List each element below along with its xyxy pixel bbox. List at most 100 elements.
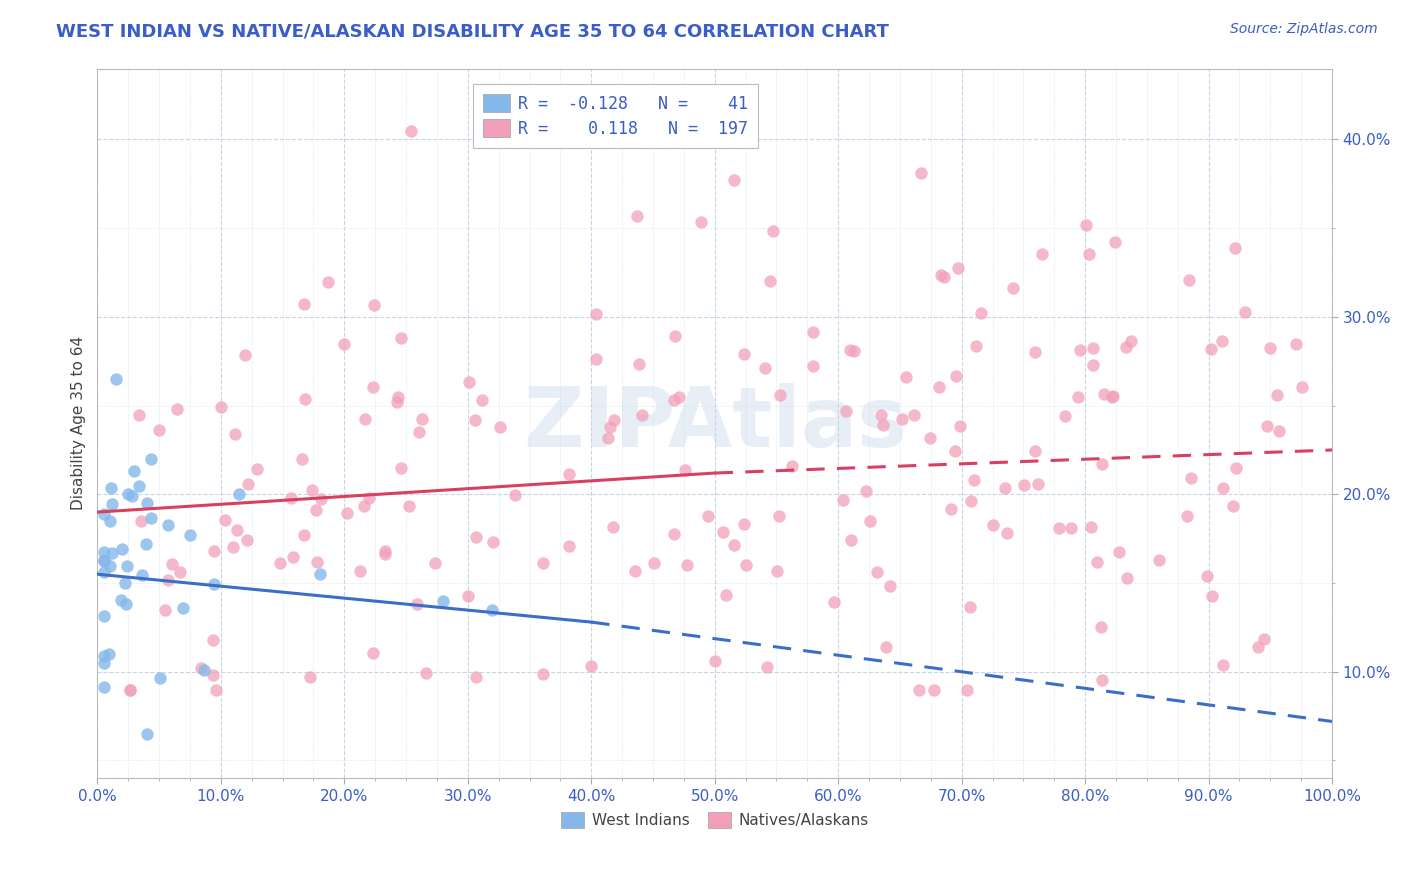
Point — [711, 524, 734, 539]
Point — [1178, 273, 1201, 287]
Point — [603, 413, 626, 427]
Point — [98, 558, 121, 573]
Point — [193, 663, 215, 677]
Point — [920, 431, 942, 445]
Point — [160, 557, 183, 571]
Point — [128, 409, 150, 423]
Point — [222, 541, 245, 555]
Point — [631, 409, 654, 423]
Point — [280, 491, 302, 506]
Point — [960, 493, 983, 508]
Point — [866, 565, 889, 579]
Point — [1175, 508, 1198, 523]
Point — [1104, 235, 1126, 249]
Point — [756, 660, 779, 674]
Point — [602, 520, 624, 534]
Point — [294, 392, 316, 406]
Point — [281, 550, 304, 565]
Point — [1101, 390, 1123, 404]
Point — [1211, 334, 1233, 348]
Point — [408, 425, 430, 439]
Point — [965, 339, 987, 353]
Legend: West Indians, Natives/Alaskans: West Indians, Natives/Alaskans — [555, 806, 875, 834]
Point — [114, 598, 136, 612]
Point — [291, 451, 314, 466]
Point — [387, 390, 409, 404]
Point — [354, 412, 377, 426]
Point — [93, 507, 115, 521]
Point — [673, 462, 696, 476]
Point — [135, 727, 157, 741]
Point — [385, 395, 408, 409]
Point — [1212, 481, 1234, 495]
Point — [471, 392, 494, 407]
Point — [148, 423, 170, 437]
Point — [172, 601, 194, 615]
Point — [768, 508, 790, 523]
Point — [1212, 657, 1234, 672]
Point — [676, 558, 699, 573]
Point — [1116, 571, 1139, 585]
Point — [1285, 337, 1308, 351]
Point — [202, 632, 225, 647]
Point — [1115, 340, 1137, 354]
Point — [1012, 478, 1035, 492]
Point — [224, 426, 246, 441]
Point — [1258, 341, 1281, 355]
Point — [374, 544, 396, 558]
Text: WEST INDIAN VS NATIVE/ALASKAN DISABILITY AGE 35 TO 64 CORRELATION CHART: WEST INDIAN VS NATIVE/ALASKAN DISABILITY… — [56, 22, 889, 40]
Point — [963, 473, 986, 487]
Point — [1067, 390, 1090, 404]
Point — [585, 307, 607, 321]
Point — [318, 275, 340, 289]
Point — [464, 670, 486, 684]
Point — [115, 558, 138, 573]
Point — [1253, 632, 1275, 647]
Point — [1265, 388, 1288, 402]
Point — [121, 489, 143, 503]
Point — [765, 565, 787, 579]
Point — [733, 347, 755, 361]
Point — [1026, 476, 1049, 491]
Point — [122, 464, 145, 478]
Point — [1085, 555, 1108, 569]
Point — [1081, 342, 1104, 356]
Point — [903, 408, 925, 422]
Point — [1054, 409, 1077, 424]
Point — [93, 680, 115, 694]
Point — [1199, 342, 1222, 356]
Point — [599, 419, 621, 434]
Point — [890, 412, 912, 426]
Point — [1024, 345, 1046, 359]
Point — [336, 506, 359, 520]
Point — [689, 215, 711, 229]
Point — [624, 564, 647, 578]
Point — [1102, 388, 1125, 402]
Point — [596, 431, 619, 445]
Point — [204, 682, 226, 697]
Point — [374, 548, 396, 562]
Point — [202, 576, 225, 591]
Point — [668, 391, 690, 405]
Point — [939, 501, 962, 516]
Point — [1108, 545, 1130, 559]
Point — [104, 372, 127, 386]
Point — [910, 166, 932, 180]
Point — [111, 542, 134, 557]
Point — [585, 351, 607, 366]
Point — [489, 420, 512, 434]
Point — [1201, 590, 1223, 604]
Point — [292, 527, 315, 541]
Point — [872, 417, 894, 432]
Point — [406, 597, 429, 611]
Point — [93, 553, 115, 567]
Point — [945, 368, 967, 383]
Point — [945, 443, 967, 458]
Point — [333, 337, 356, 351]
Point — [139, 451, 162, 466]
Point — [714, 587, 737, 601]
Point — [859, 515, 882, 529]
Point — [238, 477, 260, 491]
Point — [236, 533, 259, 547]
Point — [838, 343, 860, 357]
